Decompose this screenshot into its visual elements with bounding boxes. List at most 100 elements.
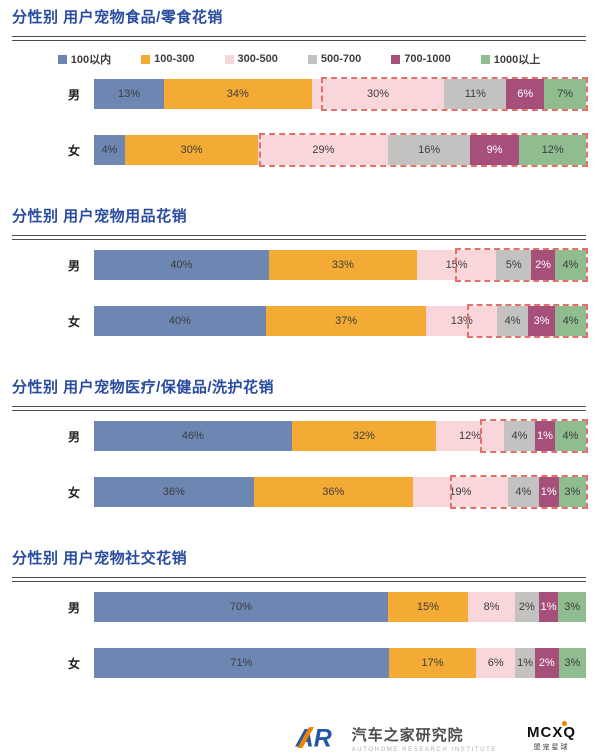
bar-segment-1000以上: 4% — [554, 250, 586, 280]
row-category-label: 男 — [67, 258, 80, 273]
bar-segment-500-700: 4% — [507, 477, 539, 507]
partner-logo-text: MCXQ — [527, 724, 576, 741]
bar-segment-100-300: 33% — [268, 250, 417, 280]
segment-value-label: 12% — [541, 144, 564, 156]
bar-segment-300-500: 8% — [468, 592, 515, 622]
bar-segment-100-300: 34% — [164, 79, 312, 109]
segment-value-label: 4% — [562, 430, 579, 442]
bar-row: 女 4% 30% 29% 16% 9% 12% — [12, 133, 588, 167]
bar-segment-1000以上: 3% — [558, 477, 586, 507]
bar-segment-100-300: 37% — [265, 306, 427, 336]
bar-segment-300-500: 29% — [258, 135, 389, 165]
segment-value-label: 71% — [230, 657, 253, 669]
bar-segment-700-1000: 3% — [527, 306, 556, 336]
segment-value-label: 30% — [180, 144, 203, 156]
segment-value-label: 4% — [504, 315, 521, 327]
segment-value-label: 15% — [416, 601, 439, 613]
bar-segment-700-1000: 2% — [534, 648, 559, 678]
segment-value-label: 3% — [564, 486, 581, 498]
charts-container: 分性别 用户宠物食品/零食花销 100以内 100-300 300-500 500-70… — [12, 6, 588, 678]
bar-row: 女 71% 17% 6% 1% 2% 3% — [12, 648, 586, 678]
legend-item: 700-1000 — [391, 53, 451, 65]
segment-value-label: 4% — [515, 486, 532, 498]
segment-value-label: 2% — [518, 601, 535, 613]
segment-value-label: 12% — [458, 430, 481, 442]
autohome-name: 汽车之家研究院 — [351, 726, 464, 744]
bar-segment-1000以上: 3% — [558, 592, 586, 622]
row-category-label: 女 — [67, 656, 80, 671]
legend-swatch-icon — [224, 54, 234, 64]
legend-label: 100以内 — [70, 54, 112, 66]
segment-value-label: 40% — [170, 259, 193, 271]
legend-label: 500-700 — [320, 53, 362, 65]
bar-segment-300-500: 13% — [426, 306, 498, 336]
bar-segment-500-700: 5% — [496, 250, 532, 280]
bar-segment-700-1000: 2% — [531, 250, 555, 280]
footer: AR 汽车之家研究院 AUTOHOME RESEARCH INSTITUTE M… — [12, 718, 586, 754]
bar-segment-100以内: 4% — [94, 135, 125, 165]
bar-row: 男 70% 15% 8% 2% 1% 3% — [12, 592, 586, 622]
segment-value-label: 3% — [533, 315, 550, 327]
bar-segment-700-1000: 6% — [506, 79, 545, 109]
chart-title: 分性别 用户宠物医疗/保健品/洗护花销 — [12, 379, 275, 396]
bar-segment-700-1000: 9% — [469, 135, 520, 165]
segment-value-label: 17% — [421, 657, 444, 669]
stacked-bar: 70% 15% 8% 2% 1% 3% — [94, 592, 586, 622]
bar-segment-100以内: 36% — [94, 477, 254, 507]
autohome-logo-icon: AR — [294, 724, 331, 752]
row-category-label: 男 — [67, 600, 80, 615]
bar-segment-100以内: 40% — [94, 250, 269, 280]
segment-value-label: 3% — [564, 657, 581, 669]
legend-item: 100-300 — [141, 53, 195, 65]
bar-segment-100-300: 32% — [291, 421, 437, 451]
legend-swatch-icon — [480, 54, 490, 64]
bar-segment-100以内: 70% — [94, 592, 388, 622]
bar-segment-1000以上: 4% — [555, 306, 587, 336]
segment-value-label: 8% — [483, 601, 500, 613]
segment-value-label: 40% — [168, 315, 191, 327]
row-category-label: 男 — [67, 429, 80, 444]
segment-value-label: 3% — [564, 601, 581, 613]
bar-segment-100以内: 46% — [94, 421, 292, 451]
legend: 100以内 100-300 300-500 500-700 700-1000 1000以上 — [12, 51, 586, 67]
stacked-bar: 40% 33% 15% 5% 2% 4% — [94, 248, 588, 282]
section-divider — [12, 406, 586, 411]
segment-value-label: 4% — [562, 315, 579, 327]
stacked-bar: 4% 30% 29% 16% 9% 12% — [94, 133, 588, 167]
partner-logo-dot-icon — [562, 721, 567, 726]
bar-segment-500-700: 4% — [503, 421, 536, 451]
segment-value-label: 36% — [322, 486, 345, 498]
legend-swatch-icon — [57, 54, 67, 64]
segment-value-label: 1% — [537, 430, 553, 442]
segment-value-label: 16% — [418, 144, 441, 156]
legend-swatch-icon — [307, 54, 317, 64]
bar-row: 男 13% 34% 30% 11% 6% 7% — [12, 77, 588, 111]
segment-value-label: 32% — [352, 430, 375, 442]
bar-segment-700-1000: 1% — [538, 477, 559, 507]
segment-value-label: 4% — [101, 144, 118, 156]
bar-segment-1000以上: 7% — [544, 79, 587, 109]
legend-label: 100-300 — [154, 53, 195, 65]
segment-value-label: 13% — [118, 88, 141, 100]
segment-value-label: 4% — [511, 430, 528, 442]
bar-row: 男 46% 32% 12% 4% 1% 4% — [12, 419, 588, 453]
bar-segment-500-700: 2% — [515, 592, 539, 622]
bar-segment-500-700: 1% — [515, 648, 535, 678]
chart-title: 分性别 用户宠物食品/零食花销 — [12, 9, 223, 26]
bar-segment-500-700: 11% — [444, 79, 507, 109]
row-category-label: 女 — [67, 314, 80, 329]
segment-value-label: 46% — [181, 430, 204, 442]
segment-value-label: 1% — [540, 601, 557, 613]
bar-segment-100-300: 17% — [388, 648, 477, 678]
bar-segment-100-300: 15% — [387, 592, 469, 622]
segment-value-label: 33% — [331, 259, 354, 271]
bar-segment-100-300: 36% — [253, 477, 414, 507]
bar-segment-300-500: 12% — [436, 421, 504, 451]
section-divider — [12, 235, 586, 240]
chart-section-3: 分性别 用户宠物医疗/保健品/洗护花销男 46% 32% 12% 4% 1% 4% 女 36% 3… — [12, 376, 588, 509]
bar-segment-300-500: 19% — [413, 477, 508, 507]
legend-item: 300-500 — [224, 53, 278, 65]
segment-value-label: 29% — [312, 144, 335, 156]
legend-swatch-icon — [391, 54, 401, 64]
legend-item: 500-700 — [307, 53, 362, 65]
